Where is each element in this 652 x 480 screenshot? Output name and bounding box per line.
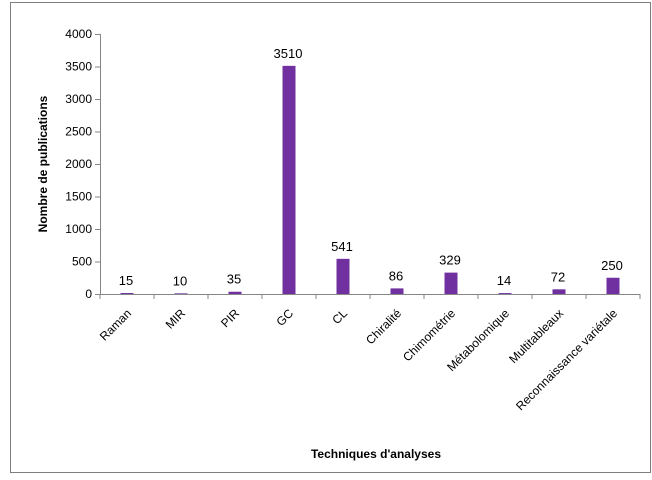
bar [390, 288, 404, 294]
y-tick-label: 2500 [65, 125, 92, 139]
data-label: 329 [439, 253, 461, 268]
chart-border [10, 2, 651, 473]
y-tick-label: 1500 [65, 190, 92, 204]
data-label: 72 [551, 269, 565, 284]
bar [606, 277, 620, 294]
data-label: 10 [173, 273, 187, 288]
data-labels: 15 10 35 3510 541 86 329 14 72 250 [119, 46, 623, 289]
data-label: 541 [331, 239, 353, 254]
data-label: 86 [389, 268, 403, 283]
y-tick-label: 3500 [65, 60, 92, 74]
data-label: 35 [227, 272, 241, 287]
data-label: 250 [601, 258, 623, 273]
bar [120, 293, 134, 294]
y-tick-label: 3000 [65, 92, 92, 106]
bar [336, 258, 350, 294]
y-axis-title: Nombre de publications [36, 95, 50, 232]
data-label: 14 [497, 273, 511, 288]
y-tick-label: 4000 [65, 27, 92, 41]
x-axis-title: Techniques d'analyses [311, 447, 441, 461]
bar [174, 293, 188, 294]
bar [228, 291, 242, 294]
bar-series [120, 65, 620, 294]
y-tick-label: 500 [72, 255, 92, 269]
data-label: 3510 [274, 46, 303, 61]
bar [282, 65, 296, 294]
y-axis: 0 500 1000 1500 2000 2500 3000 3500 4000 [65, 27, 101, 301]
bar [444, 272, 458, 294]
data-label: 15 [119, 273, 133, 288]
y-tick-label: 2000 [65, 157, 92, 171]
bar [498, 293, 512, 294]
y-tick-label: 1000 [65, 222, 92, 236]
y-tick-label: 0 [85, 287, 92, 301]
bar [552, 289, 566, 294]
